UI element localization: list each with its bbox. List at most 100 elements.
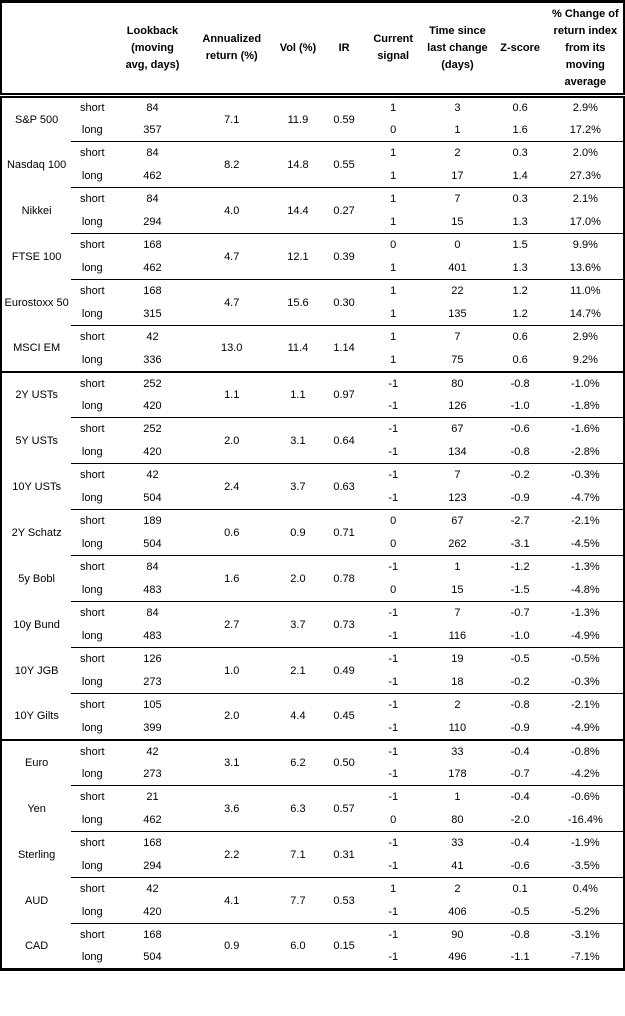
leg-label: short — [71, 509, 114, 533]
table-row: Eurostoxx 50 short 168 4.7 15.6 0.30 1 22 1.2 11.… — [1, 279, 624, 326]
current-signal-value: 1 — [390, 215, 397, 228]
header-vol: Vol (%) — [271, 1, 324, 98]
z-score-value: 1.3 — [512, 215, 528, 228]
vol-value: 6.3 — [271, 785, 324, 832]
vol-value: 7.7 — [271, 877, 324, 924]
current-signal-value: 0 — [390, 583, 397, 596]
current-signal-value: -1 — [388, 399, 399, 412]
time-since-last-change-value: 116 — [448, 629, 467, 642]
pct-change-value: 9.9% — [547, 233, 624, 257]
table-row: long 462 1 401 1.3 13.6% — [1, 257, 624, 280]
table-row: long 483 -1 116 -1.0 -4.9% — [1, 625, 624, 648]
leg-label: long — [81, 767, 103, 780]
current-signal-value: -1 — [364, 738, 423, 763]
current-signal-value: 1 — [390, 353, 397, 366]
vol-value: 14.8 — [271, 141, 324, 188]
instrument-name: 10Y JGB — [14, 664, 59, 677]
time-since-last-change-value: 178 — [448, 767, 467, 780]
leg-label: long — [81, 353, 103, 366]
z-score-value: -1.0 — [510, 399, 530, 412]
time-since-last-change-value: 3 — [454, 102, 461, 115]
table-row: 2Y Schatz short 189 0.6 0.9 0.71 0 67 -2.7 -2.1% — [1, 509, 624, 556]
table-row: long 504 -1 496 -1.1 -7.1% — [1, 947, 624, 970]
pct-change-value: -16.4% — [567, 813, 603, 826]
z-score-value: 1.5 — [492, 233, 548, 257]
table-row: long 357 0 1 1.6 17.2% — [1, 119, 624, 142]
pct-change-value: -4.9% — [570, 629, 600, 642]
lookback-value: 168 — [113, 233, 192, 257]
pct-change-value: 13.6% — [569, 261, 601, 274]
leg-label: short — [71, 141, 114, 165]
header-current-signal: Current signal — [364, 1, 423, 98]
table-row: MSCI EM short 42 13.0 11.4 1.14 1 7 0.6 2.9% — [1, 325, 624, 372]
z-score-value: -3.1 — [510, 537, 530, 550]
annualized-return-value: 2.7 — [191, 601, 272, 648]
leg-label: long — [81, 399, 103, 412]
z-score-value: 0.6 — [512, 102, 528, 115]
table-row: Nikkei short 84 4.0 14.4 0.27 1 7 0.3 2.1% — [1, 187, 624, 234]
lookback-value: 84 — [146, 102, 159, 115]
current-signal-value: 0 — [364, 509, 423, 533]
time-since-last-change-value: 1 — [454, 123, 461, 136]
instrument-name: MSCI EM — [13, 342, 61, 354]
instrument-name: 10y Bund — [13, 618, 60, 631]
lookback-value: 252 — [113, 417, 192, 441]
table-row: 10Y Gilts short 105 2.0 4.4 0.45 -1 2 -0.8 -2.1% — [1, 693, 624, 740]
leg-label: short — [71, 417, 114, 441]
ir-value: 0.45 — [324, 693, 365, 740]
vol-value: 1.1 — [271, 370, 324, 418]
current-signal-value: 1 — [364, 325, 423, 349]
table-row: long 336 1 75 0.6 9.2% — [1, 349, 624, 372]
leg-label: long — [81, 721, 103, 734]
vol-value: 6.0 — [271, 923, 324, 970]
pct-change-value: 2.9% — [572, 102, 598, 115]
table-row: 2Y USTs short 252 1.1 1.1 0.97 -1 80 -0.8 -1.0% — [1, 370, 624, 418]
lookback-value: 168 — [113, 923, 192, 947]
header-time-since-last-change: Time since last change (days) — [422, 1, 493, 98]
lookback-value: 273 — [143, 767, 162, 780]
pct-change-value: 0.4% — [547, 877, 624, 901]
header-leg — [71, 1, 114, 98]
ir-value: 0.63 — [324, 463, 365, 510]
pct-change-value: -2.1% — [547, 693, 624, 717]
pct-change-value: -3.5% — [570, 859, 600, 872]
pct-change-value: -0.8% — [547, 738, 624, 763]
instrument-name: Sterling — [17, 848, 56, 861]
z-score-value: -0.7 — [492, 601, 548, 625]
time-since-last-change-value: 22 — [422, 279, 493, 303]
leg-label: short — [71, 325, 114, 349]
table-row: Sterling short 168 2.2 7.1 0.31 -1 33 -0.4 -1.9% — [1, 831, 624, 878]
leg-label: long — [81, 675, 103, 688]
annualized-return-value: 1.6 — [191, 555, 272, 602]
leg-label: short — [71, 738, 114, 763]
lookback-value: 504 — [143, 491, 162, 504]
pct-change-value: -4.7% — [570, 491, 600, 504]
z-score-value: -0.9 — [510, 491, 530, 504]
leg-label: short — [71, 693, 114, 717]
z-score-value: -0.4 — [492, 785, 548, 809]
instrument-name: Euro — [1, 738, 72, 786]
current-signal-value: -1 — [364, 555, 423, 579]
z-score-value: -0.8 — [492, 370, 548, 395]
pct-change-value: -0.6% — [547, 785, 624, 809]
current-signal-value: 1 — [390, 102, 397, 115]
lookback-value: 84 — [113, 555, 192, 579]
z-score-value: -0.4 — [492, 831, 548, 855]
table-row: long 462 0 80 -2.0 -16.4% — [1, 809, 624, 832]
leg-label: short — [71, 923, 114, 947]
current-signal-value: -1 — [388, 767, 399, 780]
instrument-name: S&P 500 — [14, 113, 59, 126]
pct-change-value: -5.2% — [570, 905, 600, 918]
pct-change-value: -7.1% — [570, 951, 600, 964]
current-signal-value: -1 — [364, 370, 423, 395]
lookback-value: 168 — [113, 831, 192, 855]
pct-change-value: 17.2% — [569, 123, 601, 136]
lookback-value: 21 — [113, 785, 192, 809]
pct-change-value: 11.0% — [547, 279, 624, 303]
time-since-last-change-value: 7 — [422, 187, 493, 211]
current-signal-value: 0 — [390, 123, 397, 136]
instrument-name: Nasdaq 100 — [6, 158, 67, 171]
time-since-last-change-value: 406 — [448, 905, 467, 918]
time-since-last-change-value: 126 — [448, 399, 467, 412]
